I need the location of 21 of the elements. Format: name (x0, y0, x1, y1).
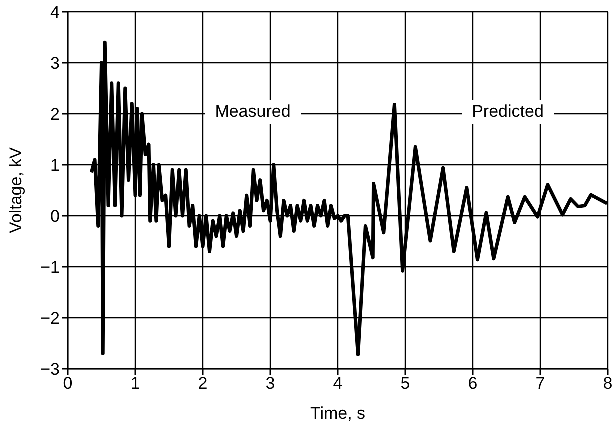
y-tick-label: 3 (50, 54, 60, 74)
y-tick-label: −3 (40, 360, 60, 380)
y-tick-label: 0 (50, 207, 60, 226)
annotation: Measured (205, 100, 301, 124)
x-tick-label: 8 (603, 374, 613, 394)
x-tick-label: 3 (266, 374, 276, 394)
y-tick-label: −2 (40, 309, 60, 328)
x-tick-label: 2 (198, 374, 208, 394)
annotation: Predicted (462, 100, 554, 124)
x-tick-label: 1 (130, 374, 140, 394)
x-tick-label: 6 (468, 374, 478, 394)
y-tick-label: 4 (50, 3, 60, 22)
y-axis-title: Voltage, kV (6, 146, 26, 234)
x-tick-label: 7 (536, 374, 546, 394)
x-axis-title: Time, s (310, 404, 366, 423)
y-tick-label: 1 (50, 156, 60, 176)
x-tick-label: 4 (333, 374, 343, 394)
y-tick-label: −1 (40, 258, 60, 278)
x-tick-label: 0 (63, 374, 73, 394)
x-tick-label: 5 (400, 374, 410, 394)
y-tick-label: 2 (50, 105, 60, 124)
